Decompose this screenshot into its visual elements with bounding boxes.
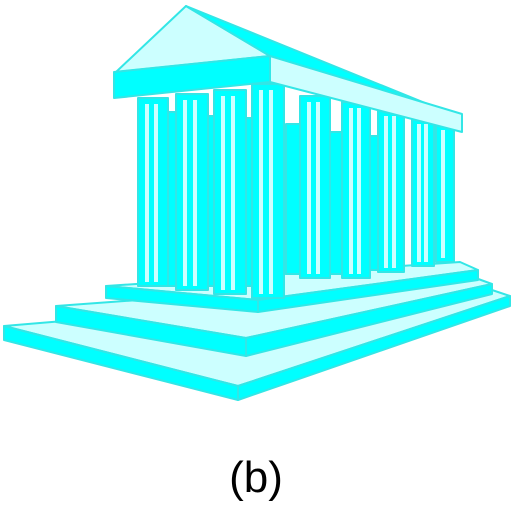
front-columns [137, 83, 455, 299]
middle-step-side [245, 283, 493, 357]
temple-roof [113, 5, 463, 133]
top-step-side [257, 269, 479, 313]
bottom-step-side [237, 295, 511, 401]
figure-caption: (b) [229, 453, 283, 502]
entablature-side [269, 55, 463, 133]
